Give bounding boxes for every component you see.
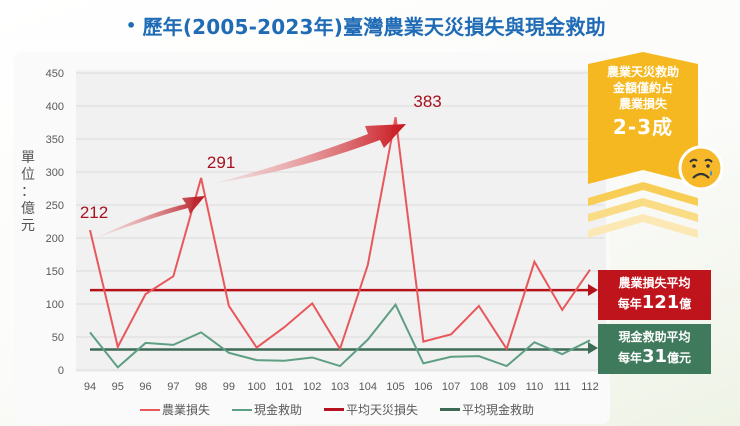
avg-aid-value: 31 — [641, 346, 668, 367]
avg-loss-title: 農業損失平均 — [618, 276, 691, 290]
callout-text: 農業天災救助 金額僅約占 農業損失 2-3成 — [588, 64, 698, 140]
y-tick-label: 350 — [46, 134, 64, 146]
x-tick-label: 111 — [554, 381, 571, 393]
legend-item-avg-loss: 平均天災損失 — [324, 401, 418, 418]
sad-face-icon — [678, 145, 724, 191]
chart-title-text: 歷年(2005-2023年)臺灣農業天災損失與現金救助 — [142, 15, 606, 39]
x-tick-label: 96 — [139, 381, 151, 393]
avg-loss-unit: 億 — [679, 297, 692, 311]
chart-title: • 歷年(2005-2023年)臺灣農業天災損失與現金救助 — [126, 11, 606, 40]
avg-aid-title: 現金救助平均 — [618, 330, 691, 344]
x-tick-label: 108 — [470, 381, 488, 393]
callout-ratio: 2-3成 — [612, 115, 674, 139]
callout-line-2: 金額僅約占 — [612, 81, 673, 95]
y-axis-ticks: 0 50 100 150 200 250 300 350 400 450 — [46, 68, 64, 377]
trend-arrow-1 — [96, 196, 205, 238]
peak-value-label: 212 — [80, 203, 108, 222]
y-tick-label: 100 — [46, 299, 64, 311]
gridlines — [76, 72, 604, 371]
legend-item-aid: 現金救助 — [232, 401, 302, 418]
callout-banner — [588, 52, 698, 238]
x-tick-label: 110 — [526, 381, 544, 393]
avg-aid-prefix: 每年 — [617, 351, 642, 365]
callout-line-1: 農業天災救助 — [606, 65, 679, 79]
x-tick-label: 103 — [331, 381, 349, 393]
x-tick-label: 109 — [497, 381, 515, 393]
peak-value-label: 383 — [413, 92, 441, 111]
legend-label: 平均現金救助 — [462, 403, 535, 417]
legend-swatch — [140, 408, 160, 411]
y-axis-label-char: 單 — [21, 150, 35, 166]
series-lines — [89, 117, 591, 369]
x-tick-label: 112 — [581, 381, 599, 393]
x-tick-label: 107 — [442, 381, 460, 393]
y-tick-label: 400 — [46, 101, 64, 113]
avg-loss-value: 121 — [641, 292, 680, 313]
x-tick-label: 102 — [303, 381, 321, 393]
y-tick-label: 300 — [46, 167, 64, 179]
avg-aid-arrowhead-icon — [588, 342, 598, 354]
peak-annotations: 212 291 383 — [80, 92, 442, 222]
legend-swatch — [232, 408, 253, 411]
avg-loss-arrowhead-icon — [588, 284, 598, 296]
y-axis-label-char: 元 — [21, 218, 35, 234]
x-tick-label: 104 — [359, 381, 377, 393]
y-axis-label: 單 位 ： 億 元 — [18, 150, 38, 235]
y-tick-label: 0 — [58, 365, 64, 377]
series-line — [89, 302, 591, 369]
legend-label: 現金救助 — [254, 403, 303, 417]
y-axis-label-char: 位 — [21, 167, 35, 183]
callout-line-3: 農業損失 — [618, 97, 667, 111]
avg-aid-box: 現金救助平均 每年31億元 — [598, 324, 711, 374]
plot-area — [76, 70, 606, 372]
avg-loss-box: 農業損失平均 每年121億 — [598, 270, 711, 320]
y-tick-label: 50 — [52, 332, 64, 344]
x-tick-label: 94 — [84, 381, 96, 393]
avg-aid-unit: 億元 — [667, 351, 692, 365]
y-axis-label-char: 億 — [21, 201, 35, 217]
x-tick-label: 99 — [223, 381, 235, 393]
x-tick-label: 95 — [112, 381, 124, 393]
y-tick-label: 150 — [46, 266, 64, 278]
legend-swatch — [440, 408, 461, 411]
title-bullet: • — [126, 16, 137, 35]
y-tick-label: 200 — [46, 233, 64, 245]
chart-legend: 農業損失 現金救助 平均天災損失 平均現金救助 — [140, 401, 534, 418]
trend-arrow-2 — [216, 124, 406, 183]
legend-label: 平均天災損失 — [346, 403, 419, 417]
avg-loss-prefix: 每年 — [617, 297, 642, 311]
legend-item-avg-aid: 平均現金救助 — [440, 401, 534, 418]
series-line — [89, 117, 591, 352]
x-tick-label: 106 — [414, 381, 432, 393]
legend-swatch — [324, 408, 345, 411]
x-tick-label: 98 — [195, 381, 207, 393]
legend-label: 農業損失 — [162, 403, 211, 417]
legend-item-loss: 農業損失 — [140, 401, 210, 418]
x-axis-ticks: 94 95 96 97 98 99 100 101 102 103 104 105 106 107 108 1… — [84, 381, 599, 393]
y-axis-label-char: ： — [21, 184, 35, 200]
x-tick-label: 100 — [247, 381, 265, 393]
x-tick-label: 97 — [167, 381, 179, 393]
x-tick-label: 105 — [386, 381, 404, 393]
peak-value-label: 291 — [207, 153, 235, 172]
y-tick-label: 250 — [46, 200, 64, 212]
y-tick-label: 450 — [46, 68, 64, 80]
x-tick-label: 101 — [275, 381, 293, 393]
